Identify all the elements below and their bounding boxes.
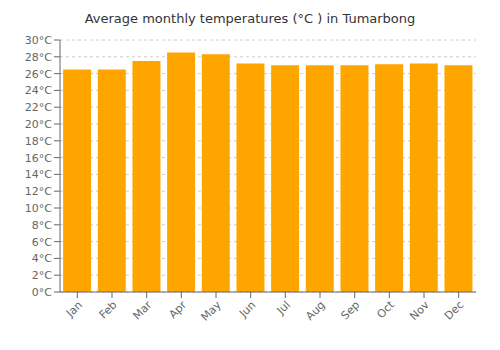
- svg-text:6°C: 6°C: [32, 236, 52, 249]
- svg-text:Jan: Jan: [63, 298, 85, 320]
- svg-text:18°C: 18°C: [25, 135, 52, 148]
- svg-text:Jul: Jul: [274, 298, 293, 317]
- svg-text:Oct: Oct: [374, 298, 397, 321]
- svg-text:26°C: 26°C: [25, 68, 52, 81]
- svg-text:8°C: 8°C: [32, 219, 52, 232]
- svg-text:Feb: Feb: [97, 298, 120, 321]
- svg-text:2°C: 2°C: [32, 269, 52, 282]
- svg-text:4°C: 4°C: [32, 252, 52, 265]
- svg-text:22°C: 22°C: [25, 101, 52, 114]
- html-text:Average monthly temperatures (: Average monthly temperatures (°C ) in Tu…: [84, 11, 416, 26]
- svg-text:16°C: 16°C: [25, 152, 52, 165]
- svg-text:Mar: Mar: [130, 298, 154, 322]
- svg-text:28°C: 28°C: [25, 51, 52, 64]
- svg-text:20°C: 20°C: [25, 118, 52, 131]
- svg-text:10°C: 10°C: [25, 202, 52, 215]
- svg-text:Aug: Aug: [303, 298, 327, 322]
- svg-text:Apr: Apr: [166, 298, 189, 321]
- svg-text:May: May: [198, 298, 224, 324]
- svg-text:Dec: Dec: [442, 298, 466, 322]
- svg-text:12°C: 12°C: [25, 185, 52, 198]
- svg-text:0°C: 0°C: [32, 286, 52, 299]
- svg-text:Jun: Jun: [236, 298, 258, 320]
- svg-text:14°C: 14°C: [25, 168, 52, 181]
- svg-text:24°C: 24°C: [25, 84, 52, 97]
- svg-text:Sep: Sep: [338, 298, 362, 322]
- svg-text:30°C: 30°C: [25, 34, 52, 47]
- svg-text:Nov: Nov: [407, 298, 432, 323]
